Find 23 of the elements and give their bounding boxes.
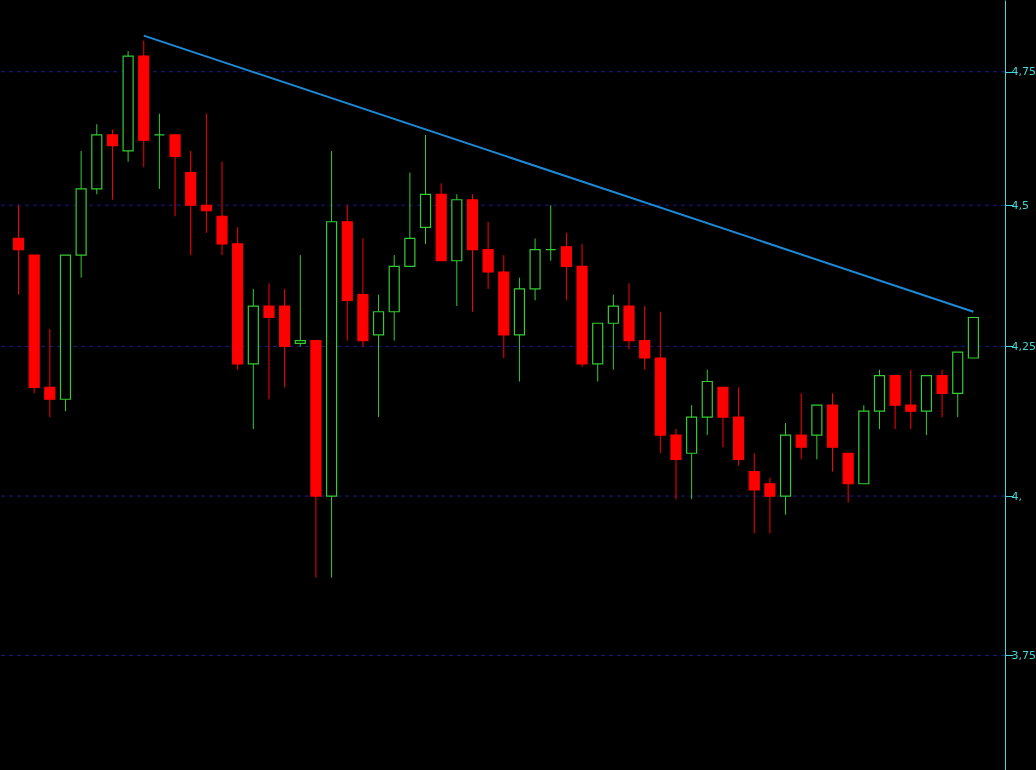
- y-tick-label: 3,75: [1011, 648, 1036, 662]
- y-tick-label: 4,: [1011, 489, 1022, 503]
- candlestick: [764, 477, 776, 534]
- candlestick: [639, 305, 651, 371]
- candlestick: [545, 204, 557, 262]
- candlestick: [169, 134, 181, 217]
- candlestick: [372, 294, 385, 418]
- candlestick: [560, 232, 572, 301]
- candlestick: [44, 328, 56, 418]
- candlestick: [153, 113, 165, 190]
- y-tick-label: 4,75: [1011, 65, 1036, 79]
- candlestick: [263, 282, 275, 400]
- candlestick: [482, 221, 494, 290]
- y-tick-label: 4,5: [1011, 198, 1029, 212]
- candlestick: [106, 129, 119, 201]
- candlestick: [748, 452, 760, 534]
- candlestick: [905, 369, 917, 430]
- candlestick: [795, 392, 807, 460]
- candlestick: [607, 294, 619, 371]
- candlestick: [936, 369, 948, 418]
- candlestick: [294, 254, 306, 347]
- candlestick: [12, 204, 25, 296]
- y-tick-label: 4,25: [1011, 339, 1036, 353]
